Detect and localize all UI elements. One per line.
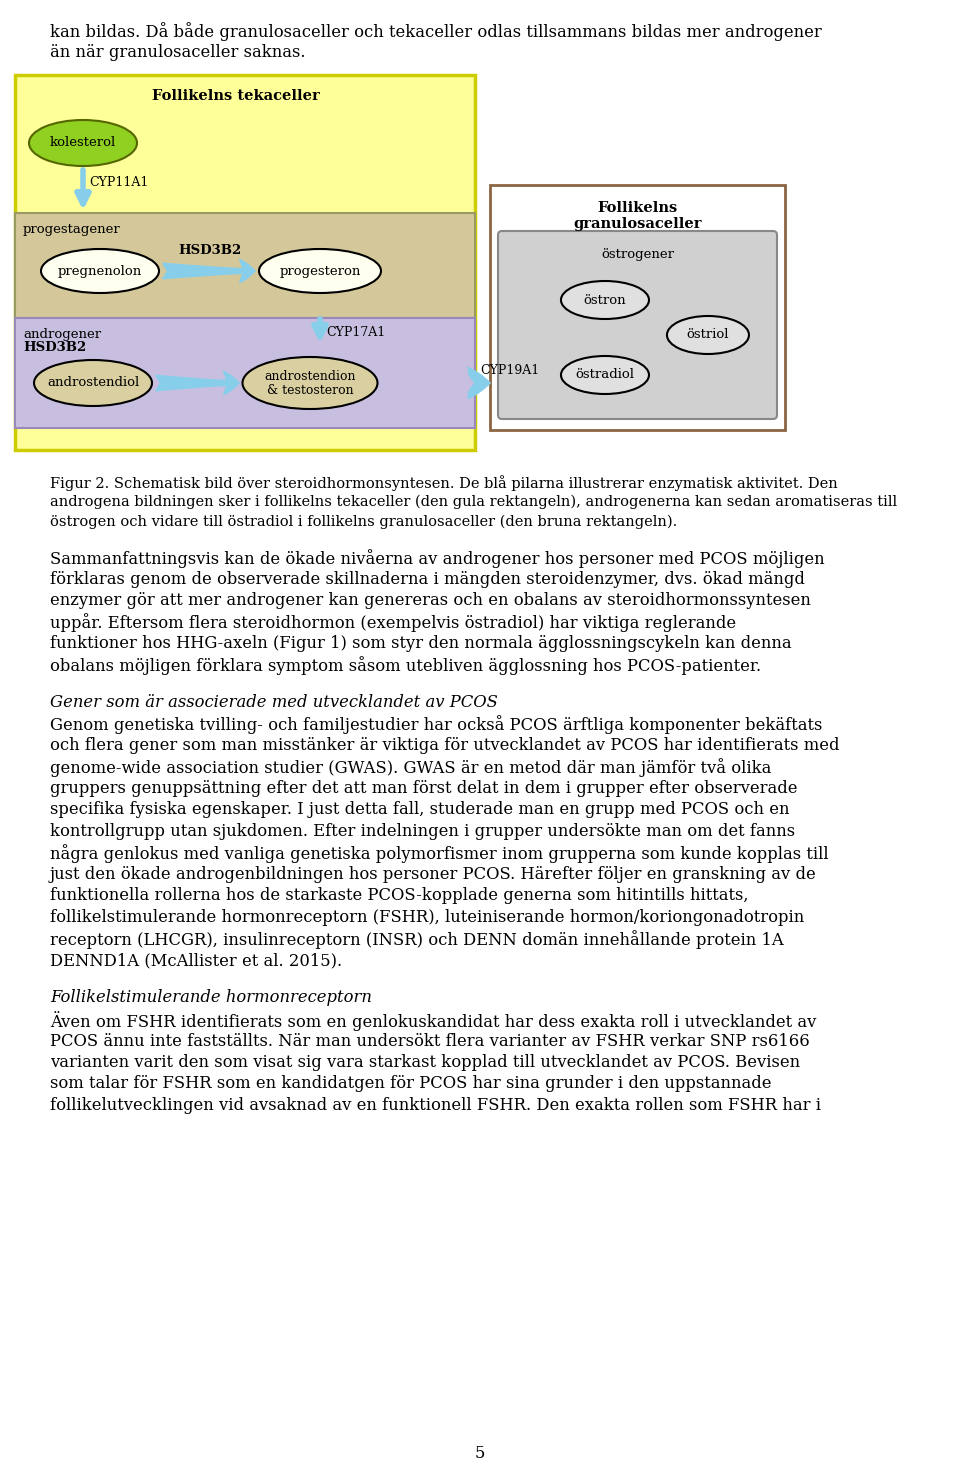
Text: gruppers genuppsättning efter det att man först delat in dem i grupper efter obs: gruppers genuppsättning efter det att ma… (50, 780, 798, 798)
Text: kan bildas. Då både granulosaceller och tekaceller odlas tillsammans bildas mer : kan bildas. Då både granulosaceller och … (50, 22, 822, 41)
Text: några genlokus med vanliga genetiska polymorfismer inom grupperna som kunde kopp: några genlokus med vanliga genetiska pol… (50, 844, 828, 863)
Ellipse shape (243, 358, 377, 409)
Text: än när granulosaceller saknas.: än när granulosaceller saknas. (50, 44, 305, 62)
Text: CYP11A1: CYP11A1 (89, 176, 149, 189)
Text: Follikelns tekaceller: Follikelns tekaceller (152, 89, 320, 103)
Text: kontrollgrupp utan sjukdomen. Efter indelningen i grupper undersökte man om det : kontrollgrupp utan sjukdomen. Efter inde… (50, 822, 795, 840)
Ellipse shape (41, 249, 159, 293)
Text: androstendion: androstendion (264, 369, 356, 383)
Ellipse shape (29, 120, 137, 166)
Text: Sammanfattningsvis kan de ökade nivåerna av androgener hos personer med PCOS möj: Sammanfattningsvis kan de ökade nivåerna… (50, 548, 825, 567)
Ellipse shape (667, 317, 749, 353)
Text: Follikelns: Follikelns (597, 201, 678, 216)
Bar (15, 213, 475, 318)
Text: progestagener: progestagener (23, 223, 121, 236)
Text: CYP19A1: CYP19A1 (480, 364, 540, 377)
Text: just den ökade androgenbildningen hos personer PCOS. Härefter följer en granskni: just den ökade androgenbildningen hos pe… (50, 866, 817, 883)
Ellipse shape (34, 361, 152, 406)
FancyBboxPatch shape (498, 232, 777, 419)
Text: uppår. Eftersom flera steroidhormon (exempelvis östradiol) har viktiga reglerand: uppår. Eftersom flera steroidhormon (exe… (50, 613, 736, 632)
Text: HSD3B2: HSD3B2 (179, 245, 242, 258)
Text: Genom genetiska tvilling- och familjestudier har också PCOS ärftliga komponenter: Genom genetiska tvilling- och familjestu… (50, 715, 823, 734)
Bar (490, 185, 785, 430)
Ellipse shape (561, 356, 649, 394)
Text: funktionella rollerna hos de starkaste PCOS-kopplade generna som hitintills hitt: funktionella rollerna hos de starkaste P… (50, 887, 749, 905)
Text: förklaras genom de observerade skillnaderna i mängden steroidenzymer, dvs. ökad : förklaras genom de observerade skillnade… (50, 570, 804, 588)
Text: follikelstimulerande hormonreceptorn (FSHR), luteiniserande hormon/koriongonadot: follikelstimulerande hormonreceptorn (FS… (50, 909, 804, 927)
Text: CYP17A1: CYP17A1 (326, 325, 385, 339)
Ellipse shape (561, 281, 649, 320)
Text: Även om FSHR identifierats som en genlokuskandidat har dess exakta roll i utveck: Även om FSHR identifierats som en genlok… (50, 1012, 816, 1031)
Text: varianten varit den som visat sig vara starkast kopplad till utvecklandet av PCO: varianten varit den som visat sig vara s… (50, 1054, 800, 1072)
Text: HSD3B2: HSD3B2 (23, 342, 86, 353)
Text: östriol: östriol (686, 328, 730, 342)
Text: granulosaceller: granulosaceller (573, 217, 702, 232)
Text: funktioner hos HHG-axeln (Figur 1) som styr den normala ägglossningscykeln kan d: funktioner hos HHG-axeln (Figur 1) som s… (50, 635, 792, 652)
Text: kolesterol: kolesterol (50, 136, 116, 150)
Text: östrogener: östrogener (601, 248, 674, 261)
Text: DENND1A (McAllister et al. 2015).: DENND1A (McAllister et al. 2015). (50, 951, 342, 969)
Text: östrogen och vidare till östradiol i follikelns granulosaceller (den bruna rekta: östrogen och vidare till östradiol i fol… (50, 515, 677, 529)
Text: PCOS ännu inte fastställts. När man undersökt flera varianter av FSHR verkar SNP: PCOS ännu inte fastställts. När man unde… (50, 1032, 809, 1050)
Text: androgena bildningen sker i follikelns tekaceller (den gula rektangeln), androge: androgena bildningen sker i follikelns t… (50, 496, 898, 509)
Bar (15, 318, 475, 428)
Text: östradiol: östradiol (575, 368, 635, 381)
Ellipse shape (259, 249, 381, 293)
Text: androstendiol: androstendiol (47, 377, 139, 390)
Text: receptorn (LHCGR), insulinreceptorn (INSR) och DENN domän innehållande protein 1: receptorn (LHCGR), insulinreceptorn (INS… (50, 931, 783, 950)
Text: obalans möjligen förklara symptom såsom utebliven ägglossning hos PCOS-patienter: obalans möjligen förklara symptom såsom … (50, 657, 761, 676)
Text: 5: 5 (475, 1445, 485, 1462)
Text: Follikelstimulerande hormonreceptorn: Follikelstimulerande hormonreceptorn (50, 990, 372, 1007)
Bar (15, 75, 475, 450)
Text: & testosteron: & testosteron (267, 384, 353, 397)
Text: enzymer gör att mer androgener kan genereras och en obalans av steroidhormonssyn: enzymer gör att mer androgener kan gener… (50, 592, 811, 608)
Text: östron: östron (584, 293, 626, 306)
Text: som talar för FSHR som en kandidatgen för PCOS har sina grunder i den uppstannad: som talar för FSHR som en kandidatgen fö… (50, 1076, 772, 1092)
Text: genome-wide association studier (GWAS). GWAS är en metod där man jämför två olik: genome-wide association studier (GWAS). … (50, 758, 772, 777)
Text: Figur 2. Schematisk bild över steroidhormonsyntesen. De blå pilarna illustrerar : Figur 2. Schematisk bild över steroidhor… (50, 475, 838, 491)
Text: Gener som är associerade med utvecklandet av PCOS: Gener som är associerade med utvecklande… (50, 693, 498, 711)
Text: follikelutvecklingen vid avsaknad av en funktionell FSHR. Den exakta rollen som : follikelutvecklingen vid avsaknad av en … (50, 1097, 821, 1114)
Text: pregnenolon: pregnenolon (58, 264, 142, 277)
Text: progesteron: progesteron (279, 264, 361, 277)
Text: specifika fysiska egenskaper. I just detta fall, studerade man en grupp med PCOS: specifika fysiska egenskaper. I just det… (50, 802, 789, 818)
Text: och flera gener som man misstänker är viktiga för utvecklandet av PCOS har ident: och flera gener som man misstänker är vi… (50, 737, 839, 754)
Text: androgener: androgener (23, 328, 101, 342)
